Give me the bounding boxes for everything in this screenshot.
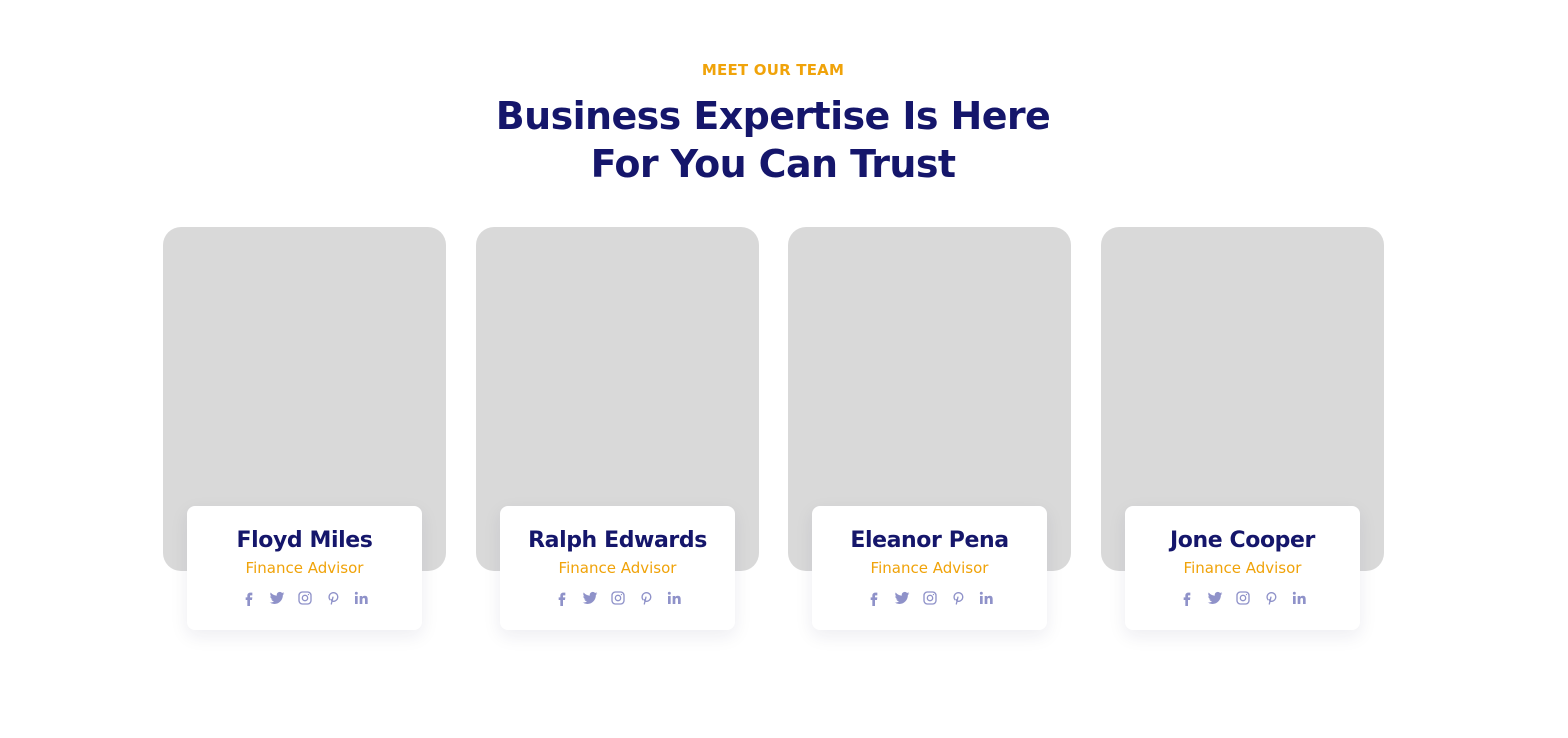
team-member-card: Jone Cooper Finance Advisor	[1101, 227, 1384, 637]
linkedin-icon[interactable]	[665, 589, 683, 607]
twitter-icon[interactable]	[581, 589, 599, 607]
team-member-info: Floyd Miles Finance Advisor	[187, 506, 422, 630]
team-member-role: Finance Advisor	[558, 559, 677, 577]
facebook-icon[interactable]	[553, 589, 571, 607]
team-member-role: Finance Advisor	[870, 559, 989, 577]
social-links	[1125, 589, 1360, 607]
social-links	[500, 589, 735, 607]
team-member-role: Finance Advisor	[1183, 559, 1302, 577]
pinterest-icon[interactable]	[324, 589, 342, 607]
team-member-role: Finance Advisor	[245, 559, 364, 577]
linkedin-icon[interactable]	[977, 589, 995, 607]
twitter-icon[interactable]	[1206, 589, 1224, 607]
instagram-icon[interactable]	[1234, 589, 1252, 607]
facebook-icon[interactable]	[240, 589, 258, 607]
linkedin-icon[interactable]	[1290, 589, 1308, 607]
team-member-info: Eleanor Pena Finance Advisor	[812, 506, 1047, 630]
section-eyebrow: MEET OUR TEAM	[701, 61, 845, 79]
section-title-line-2: For You Can Trust	[590, 142, 956, 186]
team-member-name[interactable]: Jone Cooper	[1169, 528, 1316, 553]
team-member-card: Ralph Edwards Finance Advisor	[476, 227, 759, 637]
team-member-name[interactable]: Ralph Edwards	[528, 528, 707, 553]
team-grid: Floyd Miles Finance Advisor Ralph Edward…	[163, 227, 1384, 637]
instagram-icon[interactable]	[609, 589, 627, 607]
team-member-name[interactable]: Eleanor Pena	[850, 528, 1009, 553]
section-title: Business Expertise Is Here For You Can T…	[0, 92, 1546, 188]
instagram-icon[interactable]	[921, 589, 939, 607]
linkedin-icon[interactable]	[352, 589, 370, 607]
team-member-info: Ralph Edwards Finance Advisor	[500, 506, 735, 630]
team-member-name[interactable]: Floyd Miles	[236, 528, 373, 553]
team-member-card: Eleanor Pena Finance Advisor	[788, 227, 1071, 637]
pinterest-icon[interactable]	[1262, 589, 1280, 607]
section-title-line-1: Business Expertise Is Here	[495, 94, 1051, 138]
social-links	[812, 589, 1047, 607]
twitter-icon[interactable]	[893, 589, 911, 607]
team-member-card: Floyd Miles Finance Advisor	[163, 227, 446, 637]
instagram-icon[interactable]	[296, 589, 314, 607]
team-member-info: Jone Cooper Finance Advisor	[1125, 506, 1360, 630]
twitter-icon[interactable]	[268, 589, 286, 607]
facebook-icon[interactable]	[865, 589, 883, 607]
pinterest-icon[interactable]	[637, 589, 655, 607]
pinterest-icon[interactable]	[949, 589, 967, 607]
social-links	[187, 589, 422, 607]
facebook-icon[interactable]	[1178, 589, 1196, 607]
